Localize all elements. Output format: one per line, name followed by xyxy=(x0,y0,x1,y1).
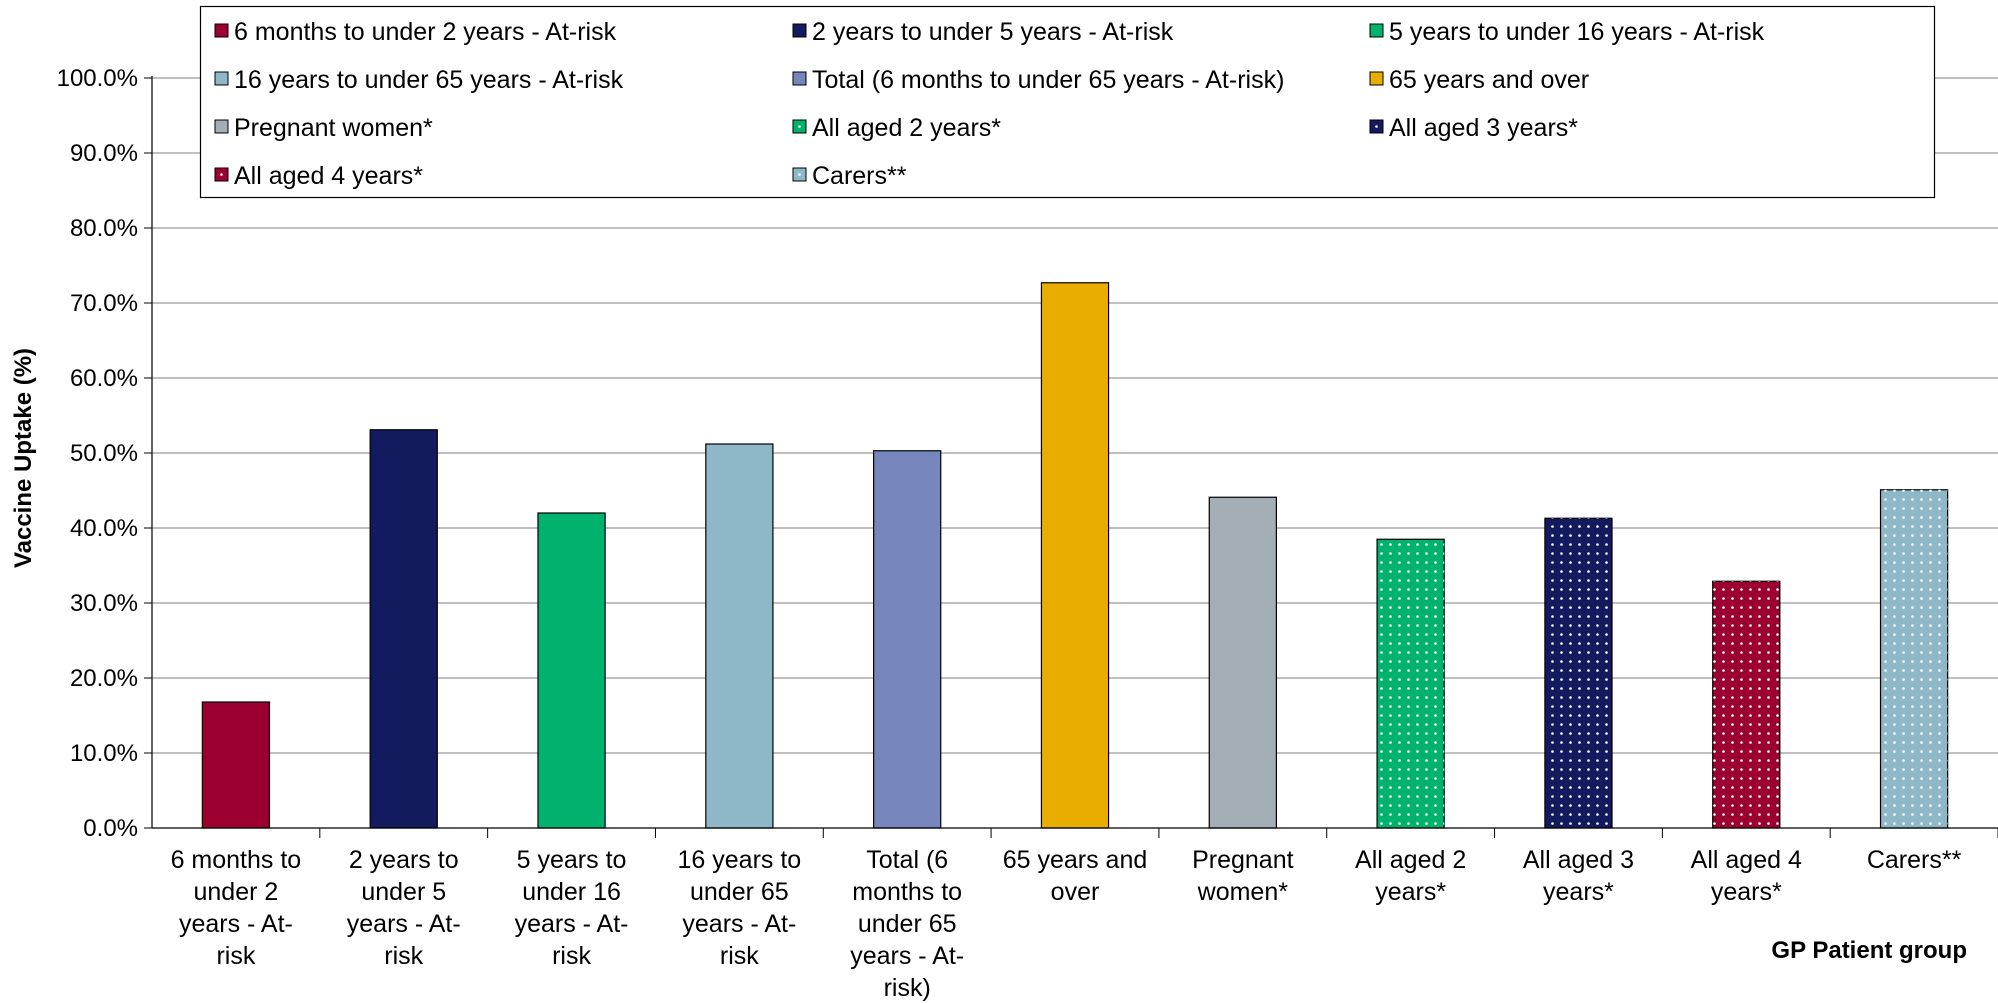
bars xyxy=(201,282,1998,838)
legend-swatch xyxy=(214,71,229,86)
y-tick-label: 90.0% xyxy=(70,140,138,167)
bar xyxy=(1040,282,1110,829)
legend-label: Pregnant women* xyxy=(234,114,433,142)
bar xyxy=(1208,496,1277,829)
y-tick-label: 50.0% xyxy=(70,440,138,467)
axes xyxy=(151,76,1998,829)
legend-label: All aged 2 years* xyxy=(812,114,1001,142)
bar xyxy=(201,701,271,829)
legend-swatch xyxy=(792,71,807,86)
legend-label: 65 years and over xyxy=(1389,66,1589,94)
legend-label: All aged 4 years* xyxy=(234,162,423,190)
legend-label: 5 years to under 16 years - At-risk xyxy=(1389,18,1765,46)
x-category-label: 16 years to under 65 years - At-risk xyxy=(678,846,802,970)
legend-label: 2 years to under 5 years - At-risk xyxy=(812,18,1174,46)
y-tick-label: 0.0% xyxy=(83,815,138,842)
legend-label: 16 years to under 65 years - At-risk xyxy=(234,66,624,94)
x-category-label: 65 years and over xyxy=(1003,846,1148,906)
y-tick-label: 100.0% xyxy=(57,65,138,92)
x-axis-title: GP Patient group xyxy=(1771,937,1967,964)
bar-dot-pattern xyxy=(1880,489,1948,828)
y-tick-label: 20.0% xyxy=(70,665,138,692)
legend-label: Total (6 months to under 65 years - At-r… xyxy=(812,66,1284,94)
bar xyxy=(873,450,942,829)
legend-swatch xyxy=(1369,23,1384,38)
y-tick-label: 40.0% xyxy=(70,515,138,542)
legend-swatch-dot xyxy=(798,125,801,128)
bar xyxy=(705,443,774,829)
y-tick-label: 30.0% xyxy=(70,590,138,617)
legend-swatch-dot xyxy=(1375,125,1378,128)
x-category-label: 5 years to under 16 years - At-risk xyxy=(515,846,629,970)
x-category-labels: 6 months to under 2 years - At-risk 2 years… xyxy=(171,846,1962,1002)
legend-label: All aged 3 years* xyxy=(1389,114,1578,142)
x-category-label: Total (6 months to under 65 years - At-risk… xyxy=(850,846,964,1002)
legend-swatch xyxy=(214,119,229,134)
legend-swatch xyxy=(214,23,229,38)
legend-swatch xyxy=(1369,71,1384,86)
x-category-label: All aged 2 years* xyxy=(1355,846,1466,906)
bar-dot-pattern xyxy=(1712,581,1780,828)
bar xyxy=(369,429,438,829)
y-tick-label: 80.0% xyxy=(70,215,138,242)
y-axis-title: Vaccine Uptake (%) xyxy=(10,348,37,568)
y-tick-labels: 0.0% 10.0% 20.0% 30.0% 40.0% 50.0% 60.0% 70.0% 8… xyxy=(57,65,138,842)
bar xyxy=(537,512,606,829)
y-tick-label: 10.0% xyxy=(70,740,138,767)
legend: 6 months to under 2 years - At-risk 2 yea… xyxy=(199,5,1936,199)
x-category-label: All aged 3 years* xyxy=(1523,846,1634,906)
legend-label: Carers** xyxy=(812,162,907,190)
legend-swatch-dot xyxy=(798,173,801,176)
legend-swatch-dot xyxy=(220,173,223,176)
x-category-label: Pregnant women* xyxy=(1192,846,1294,906)
legend-box xyxy=(199,5,1936,199)
y-tick-label: 60.0% xyxy=(70,365,138,392)
y-tick-label: 70.0% xyxy=(70,290,138,317)
x-category-label: Carers** xyxy=(1867,846,1962,874)
bar-dot-pattern xyxy=(1377,539,1445,828)
x-category-label: 6 months to under 2 years - At-risk xyxy=(171,846,302,970)
legend-label: 6 months to under 2 years - At-risk xyxy=(234,18,617,46)
bar-dot-pattern xyxy=(1544,518,1613,828)
legend-swatch xyxy=(792,23,807,38)
x-category-label: 2 years to under 5 years - At-risk xyxy=(347,846,461,970)
x-category-label: All aged 4 years* xyxy=(1691,846,1802,906)
